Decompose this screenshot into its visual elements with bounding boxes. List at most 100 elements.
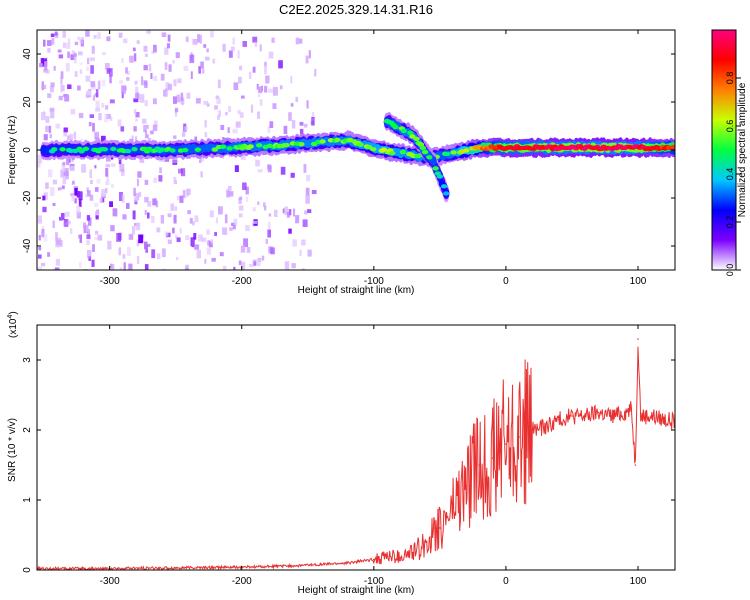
noise-speck: [228, 50, 233, 58]
noise-speck: [245, 225, 250, 232]
noise-speck: [133, 98, 139, 103]
noise-speck: [148, 63, 152, 72]
noise-speck: [211, 257, 216, 262]
noise-speck: [61, 163, 66, 172]
noise-speck: [91, 45, 95, 54]
noise-speck: [203, 100, 209, 105]
noise-speck: [164, 231, 169, 237]
x-tick-label: -300: [100, 276, 120, 287]
noise-speck: [214, 232, 217, 236]
branch-mark: [400, 128, 408, 134]
noise-speck: [79, 69, 83, 74]
noise-speck: [175, 52, 180, 58]
colorbar-bar: [711, 29, 737, 271]
noise-speck: [54, 31, 58, 36]
noise-speck: [264, 61, 267, 67]
noise-speck: [74, 41, 79, 46]
noise-speck: [136, 178, 139, 187]
noise-speck: [264, 85, 268, 93]
branch-mark: [426, 155, 433, 160]
noise-speck: [86, 215, 90, 221]
noise-speck: [76, 205, 81, 215]
noise-speck: [135, 93, 140, 100]
noise-speck: [161, 32, 167, 37]
noise-speck: [305, 187, 310, 196]
noise-speck: [238, 213, 243, 218]
noise-speck: [159, 167, 162, 174]
noise-speck: [141, 76, 144, 86]
noise-speck: [210, 30, 214, 38]
noise-speck: [177, 78, 182, 84]
noise-speck: [239, 112, 244, 118]
noise-speck: [57, 187, 62, 191]
snr-frame: [36, 324, 676, 571]
noise-speck: [55, 123, 60, 129]
snr-point: [491, 457, 494, 459]
noise-speck: [290, 103, 294, 107]
noise-speck: [60, 169, 66, 178]
noise-speck: [109, 68, 113, 77]
noise-speck: [67, 51, 70, 59]
noise-speck: [238, 197, 242, 204]
noise-speck: [218, 110, 221, 117]
noise-speck: [65, 62, 70, 72]
noise-speck: [267, 165, 272, 173]
ridge-mark: [110, 146, 117, 152]
noise-speck: [63, 128, 68, 137]
noise-speck: [203, 44, 207, 48]
spectrogram-x-ticks: -300 -200 -100 0 100: [100, 30, 647, 287]
noise-speck: [50, 33, 55, 37]
y-tick-label: 40: [22, 48, 33, 60]
spectrogram-ylabel: Frequency (Hz): [7, 116, 18, 185]
noise-speck: [50, 187, 55, 196]
noise-speck: [106, 68, 110, 74]
noise-speck: [41, 229, 45, 238]
snr-point: [386, 555, 388, 557]
noise-speck: [257, 111, 261, 119]
noise-speck: [43, 192, 48, 200]
noise-speck: [151, 249, 156, 259]
colorbar-tick-label: 0.6: [725, 120, 735, 133]
noise-speck: [59, 240, 63, 247]
noise-speck: [139, 94, 145, 103]
noise-speck: [95, 230, 99, 235]
noise-speck: [156, 227, 161, 233]
branch-mark: [436, 174, 444, 179]
noise-speck: [65, 157, 70, 166]
noise-speck: [97, 234, 103, 241]
ridge-mark: [51, 147, 58, 152]
noise-speck: [110, 263, 113, 268]
noise-speck: [173, 180, 177, 185]
noise-speck: [246, 247, 251, 253]
snr-point: [399, 556, 402, 559]
noise-speck: [44, 61, 48, 71]
noise-speck: [192, 39, 198, 45]
noise-speck: [132, 47, 136, 52]
noise-speck: [160, 73, 165, 81]
noise-speck: [38, 247, 42, 251]
noise-speck: [280, 166, 286, 175]
noise-speck: [152, 124, 158, 131]
noise-speck: [227, 127, 230, 133]
noise-speck: [193, 233, 197, 240]
ridge-mark: [169, 148, 176, 153]
noise-speck: [105, 168, 109, 177]
noise-speck: [95, 210, 99, 218]
noise-speck: [55, 232, 58, 241]
noise-speck: [90, 81, 95, 88]
noise-speck: [299, 128, 304, 135]
noise-speck: [76, 191, 80, 198]
noise-speck: [239, 65, 243, 71]
noise-speck: [144, 210, 147, 215]
noise-speck: [59, 216, 63, 221]
noise-speck: [94, 165, 97, 169]
noise-speck: [96, 209, 100, 214]
noise-speck: [153, 177, 157, 183]
noise-speck: [144, 53, 148, 57]
noise-speck: [56, 237, 62, 245]
ridge-mark: [334, 137, 341, 143]
ridge-mark: [670, 144, 675, 150]
noise-speck: [206, 247, 211, 255]
noise-speck: [59, 269, 63, 270]
snr-point: [634, 464, 637, 466]
